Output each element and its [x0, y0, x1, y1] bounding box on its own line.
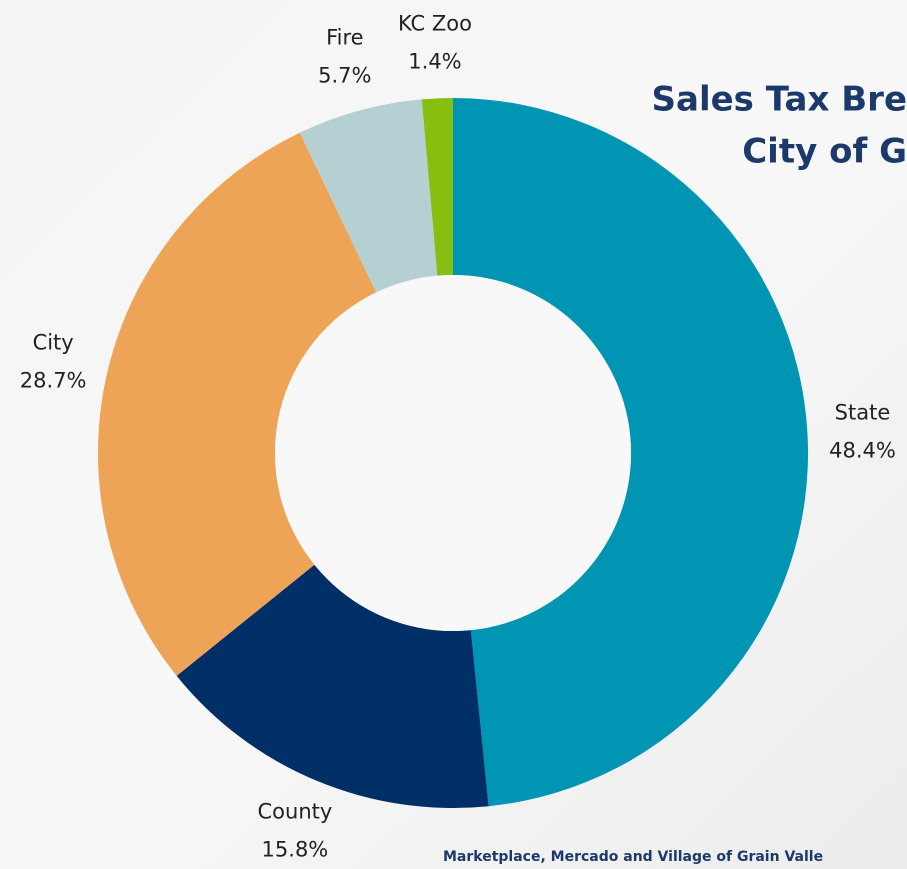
slice-label: State [835, 400, 891, 424]
slice-label: City [33, 330, 74, 354]
footnote: Marketplace, Mercado and Village of Grai… [443, 849, 823, 865]
slice-value: 1.4% [408, 49, 461, 73]
donut-slice [176, 564, 489, 808]
chart-title: City of G [742, 132, 907, 172]
chart-title: Sales Tax Bre [652, 80, 907, 120]
donut-slice [299, 99, 438, 293]
slice-label: County [258, 799, 333, 823]
slice-value: 28.7% [20, 368, 87, 392]
slice-value: 5.7% [318, 64, 371, 88]
slice-label: Fire [326, 26, 363, 50]
donut-slice [97, 132, 377, 676]
slice-value: 48.4% [829, 438, 896, 462]
donut-slice [421, 98, 453, 276]
slice-label: KC Zoo [398, 11, 472, 35]
donut-slice [453, 98, 808, 807]
slice-value: 15.8% [262, 837, 329, 861]
donut-hole [275, 275, 631, 631]
